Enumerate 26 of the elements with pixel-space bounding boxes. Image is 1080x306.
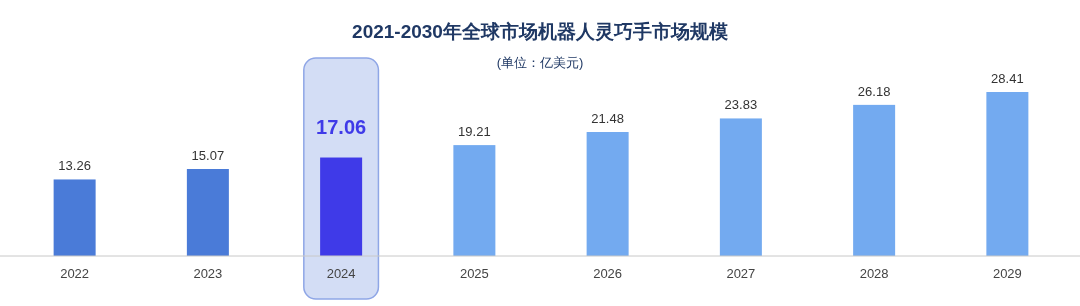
x-tick-label: 2023 xyxy=(193,266,223,281)
data-label: 17.06 xyxy=(316,115,367,138)
data-label: 23.83 xyxy=(724,97,758,113)
data-label: 26.18 xyxy=(857,83,891,99)
chart-subtitle: (单位：亿美元) xyxy=(496,55,584,70)
bar xyxy=(453,145,496,256)
data-label: 15.07 xyxy=(191,148,225,164)
data-label: 13.26 xyxy=(58,158,91,174)
x-tick-label: 2026 xyxy=(593,266,623,281)
x-tick-label: 2028 xyxy=(859,266,889,281)
chart-title: 2021-2030年全球市场机器人灵巧手市场规模 xyxy=(352,21,728,42)
bar xyxy=(53,179,96,256)
data-label: 19.21 xyxy=(458,124,491,140)
bar xyxy=(186,169,229,256)
bar xyxy=(719,118,762,256)
bar xyxy=(853,104,896,256)
x-tick-label: 2022 xyxy=(60,266,90,281)
x-tick-label: 2024 xyxy=(326,266,356,281)
x-tick-label: 2029 xyxy=(992,266,1022,281)
x-tick-label: 2025 xyxy=(459,266,489,281)
bar xyxy=(586,132,629,256)
data-label: 21.48 xyxy=(591,111,624,126)
bar xyxy=(320,157,363,256)
bar xyxy=(986,92,1029,256)
data-label: 28.41 xyxy=(991,71,1024,86)
x-tick-label: 2027 xyxy=(726,266,756,281)
